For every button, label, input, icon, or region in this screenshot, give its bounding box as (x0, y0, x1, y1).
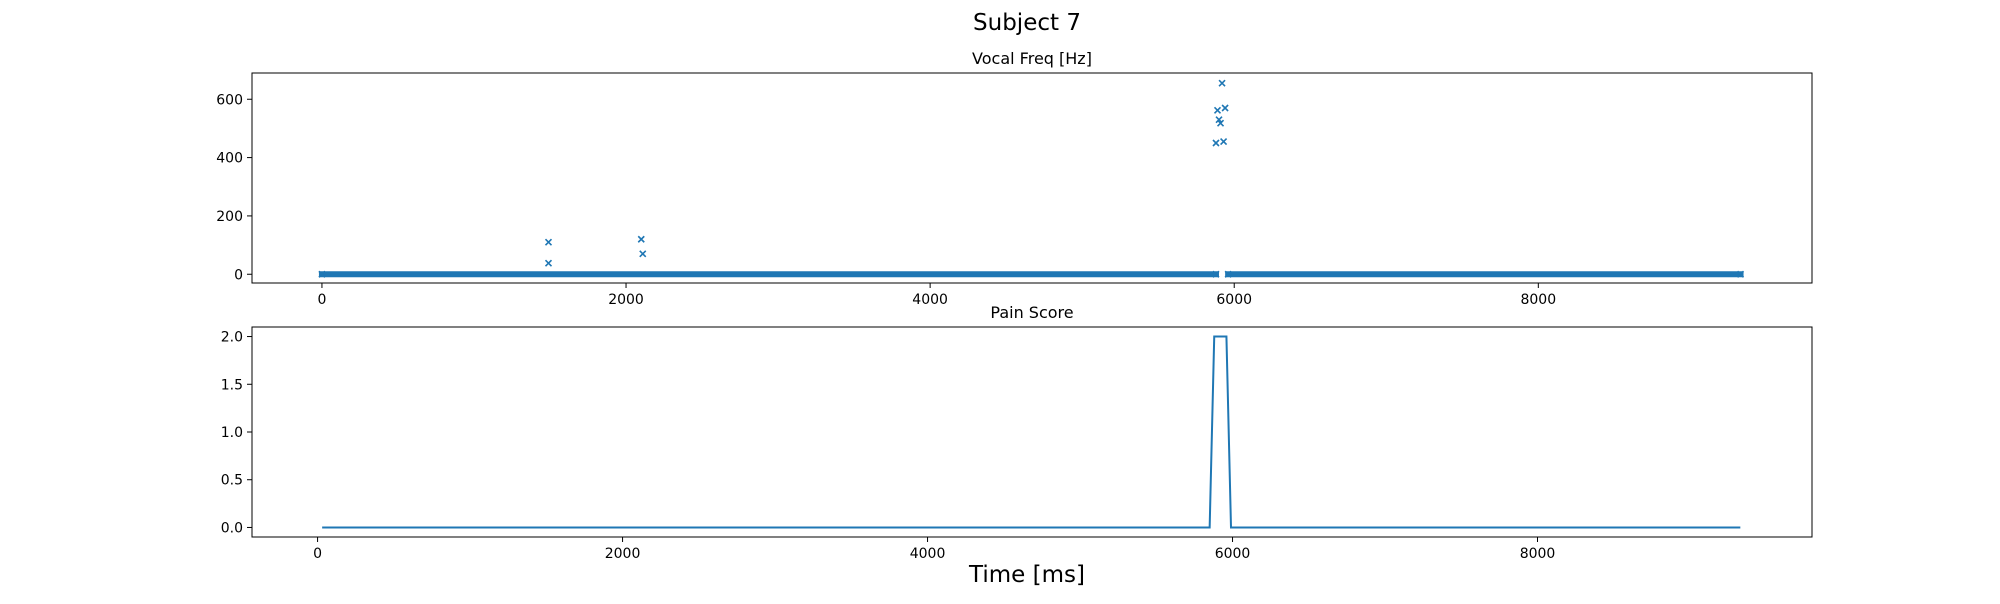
data-point (318, 270, 326, 278)
y-tick-label: 200 (216, 209, 243, 225)
pain-score-data (322, 335, 1741, 529)
vocal-freq-data (318, 79, 1745, 278)
x-tick-label: 8000 (1520, 292, 1556, 308)
vocal-freq-panel: Vocal Freq [Hz] 0 2000 4000 6000 8000 0 200 400 6… (216, 49, 1813, 308)
pain-score-title: Pain Score (990, 303, 1073, 322)
x-tick-label: 0 (317, 292, 326, 308)
series-line (322, 335, 1741, 529)
y-tick-label: 600 (216, 92, 243, 108)
data-point (1736, 270, 1745, 278)
x-tick-label: 0 (313, 546, 322, 562)
data-point (1212, 139, 1220, 147)
pain-score-panel: Pain Score 0 2000 4000 6000 8000 0.0 0.5 1.0 1.5 2… (221, 303, 1813, 562)
data-point (1220, 137, 1228, 146)
data-point (1212, 270, 1220, 278)
x-tick-label: 2000 (605, 546, 641, 562)
data-point (639, 250, 647, 258)
data-point (1224, 270, 1232, 278)
data-point (1218, 79, 1226, 87)
vocal-freq-axes-frame (251, 72, 1813, 284)
y-tick-label: 400 (216, 151, 243, 167)
y-tick-label: 1.5 (221, 377, 243, 393)
y-tick-label: 0 (234, 267, 243, 283)
baseline-marker-band (1225, 271, 1744, 278)
data-point (1216, 119, 1225, 127)
baseline-marker-band (318, 271, 1219, 278)
figure-title: Subject 7 (973, 10, 1081, 36)
y-tick-label: 2.0 (221, 330, 243, 346)
data-point (1221, 104, 1229, 112)
y-tick-label: 1.0 (221, 425, 243, 441)
pain-score-axes-frame (251, 326, 1813, 538)
x-axis-label: Time [ms] (968, 562, 1085, 588)
y-tick-label: 0.5 (221, 473, 243, 489)
data-point (637, 235, 645, 243)
x-tick-label: 6000 (1215, 546, 1251, 562)
data-point (544, 259, 553, 267)
x-tick-label: 8000 (1520, 546, 1556, 562)
data-point (544, 238, 553, 246)
data-point (1213, 106, 1222, 114)
vocal-freq-title: Vocal Freq [Hz] (972, 49, 1092, 68)
x-tick-label: 2000 (608, 292, 644, 308)
y-tick-label: 0.0 (221, 520, 243, 536)
x-tick-label: 4000 (910, 546, 946, 562)
x-tick-label: 4000 (912, 292, 948, 308)
x-tick-label: 6000 (1216, 292, 1252, 308)
